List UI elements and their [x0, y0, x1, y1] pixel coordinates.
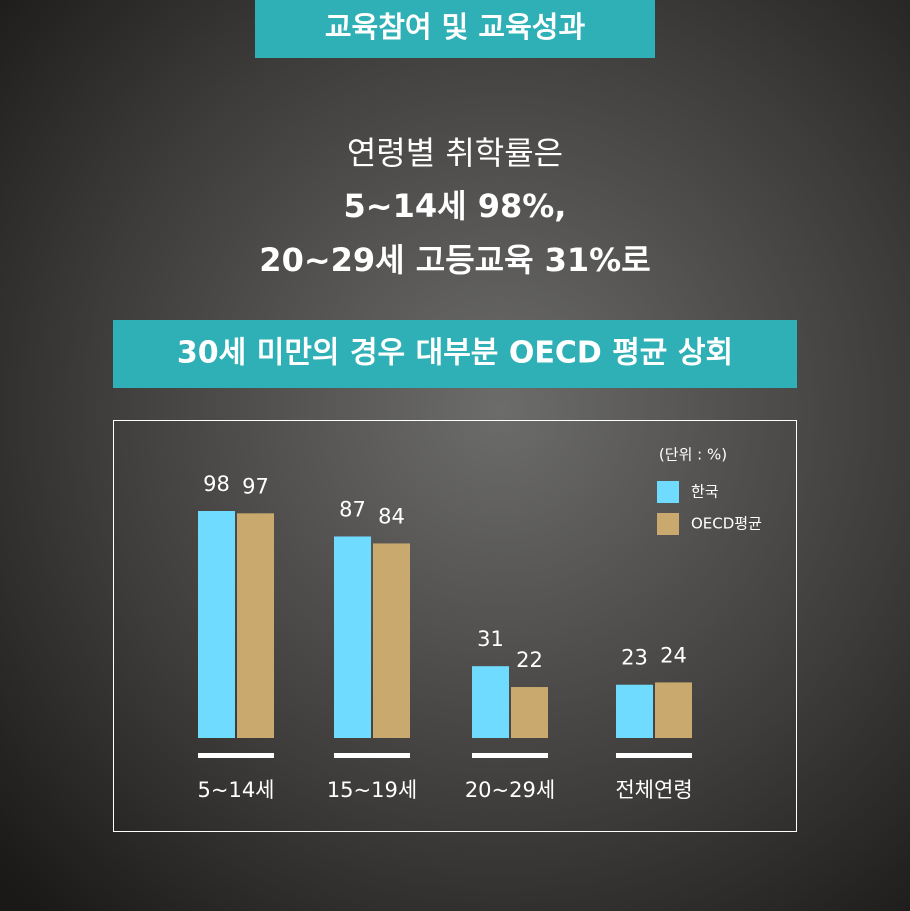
title-banner [255, 0, 655, 58]
category-underline [198, 753, 274, 758]
category-underline [472, 753, 548, 758]
bar [373, 543, 410, 738]
bar [334, 536, 371, 738]
title: 교육참여 및 교육성과 [325, 10, 586, 44]
bar [655, 682, 692, 738]
value-label: 31 [477, 627, 504, 651]
category-underline [334, 753, 410, 758]
bar [616, 684, 653, 738]
x-tick-label: 전체연령 [615, 778, 692, 802]
headline-line: 20~29세 고등교육 31%로 [259, 241, 650, 279]
legend-swatch [657, 513, 679, 535]
value-label: 98 [203, 472, 230, 496]
value-label: 87 [339, 497, 366, 521]
subtitle: 30세 미만의 경우 대부분 OECD 평균 상회 [177, 336, 733, 371]
x-tick-label: 5~14세 [198, 778, 275, 802]
value-label: 24 [660, 643, 687, 667]
unit-label: (단위 : %) [659, 446, 727, 464]
x-tick-label: 15~19세 [327, 778, 417, 802]
bar [511, 687, 548, 738]
value-label: 97 [242, 474, 269, 498]
headline-line: 연령별 취학률은 [347, 134, 563, 172]
value-label: 22 [516, 648, 543, 672]
value-label: 84 [378, 504, 405, 528]
bar [472, 666, 509, 738]
chart-frame [113, 420, 797, 832]
legend-label: 한국 [691, 483, 719, 501]
x-tick-label: 20~29세 [465, 778, 555, 802]
legend-label: OECD평균 [691, 515, 762, 533]
bar [198, 511, 235, 738]
bar [237, 513, 274, 738]
subtitle-banner [113, 320, 797, 388]
legend-swatch [657, 481, 679, 503]
headline-line: 5~14세 98%, [344, 187, 567, 225]
value-label: 23 [621, 646, 648, 670]
category-underline [616, 753, 692, 758]
